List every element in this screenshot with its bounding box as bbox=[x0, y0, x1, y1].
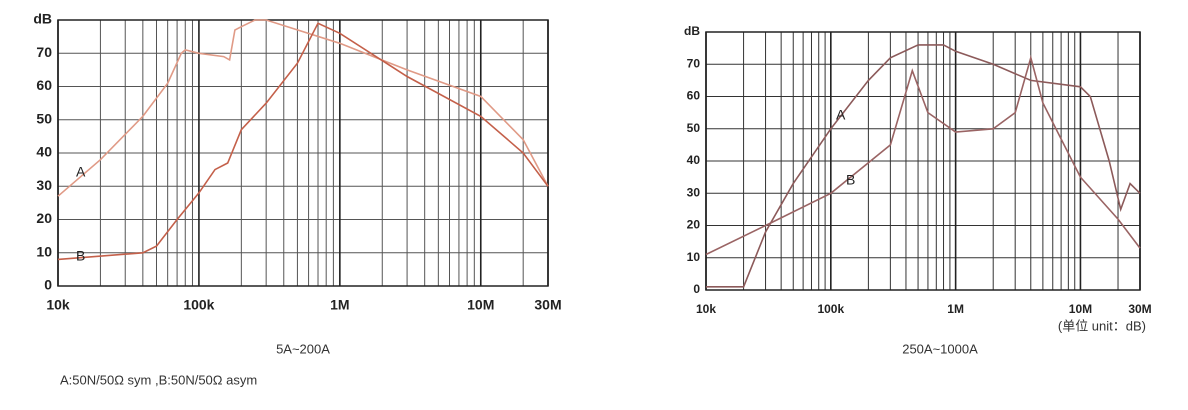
y-tick-label: 10 bbox=[36, 243, 52, 259]
line bbox=[57, 19, 549, 197]
line bbox=[57, 22, 549, 261]
caption: 250A~1000A bbox=[902, 341, 978, 356]
note: A:50N/50Ω sym ,B:50N/50Ω asym bbox=[60, 372, 257, 387]
y-tick-label: 70 bbox=[36, 44, 52, 60]
series-label: B bbox=[846, 172, 855, 188]
x-tick-label: 10M bbox=[1069, 302, 1092, 316]
series-label: B bbox=[76, 248, 85, 264]
y-tick-label: 40 bbox=[36, 144, 52, 160]
y-tick-label: 0 bbox=[693, 282, 700, 296]
y-tick-label: dB bbox=[33, 11, 52, 27]
x-tick-label: 1M bbox=[330, 297, 349, 313]
line bbox=[705, 54, 1141, 256]
y-tick-label: 30 bbox=[687, 185, 701, 199]
x-tick-label: 30M bbox=[1128, 302, 1151, 316]
y-tick-label: 10 bbox=[687, 250, 701, 264]
x-tick-label: 10k bbox=[46, 297, 70, 313]
x-tick-label: 1M bbox=[947, 302, 964, 316]
caption: 5A~200A bbox=[276, 341, 330, 356]
x-tick-label: 30M bbox=[534, 297, 561, 313]
y-tick-label: 30 bbox=[36, 177, 52, 193]
y-tick-label: dB bbox=[684, 24, 700, 38]
y-tick-label: 50 bbox=[36, 110, 52, 126]
plot-frame bbox=[57, 19, 549, 287]
x-tick-label: 10k bbox=[696, 302, 716, 316]
x-tick-label: 100k bbox=[817, 302, 844, 316]
y-tick-label: 20 bbox=[687, 218, 701, 232]
y-tick-label: 60 bbox=[36, 77, 52, 93]
y-tick-label: 50 bbox=[687, 121, 701, 135]
x-tick-label: 100k bbox=[183, 297, 214, 313]
plot-frame bbox=[705, 31, 1141, 291]
series-label: A bbox=[76, 164, 86, 180]
y-tick-label: 20 bbox=[36, 210, 52, 226]
y-tick-label: 0 bbox=[44, 277, 52, 293]
y-tick-label: 60 bbox=[687, 89, 701, 103]
x-tick-label: 10M bbox=[467, 297, 494, 313]
y-tick-label: 40 bbox=[687, 153, 701, 167]
series-label: A bbox=[836, 107, 846, 123]
y-tick-label: 70 bbox=[687, 56, 701, 70]
line bbox=[706, 44, 1141, 288]
unit-note: (单位 unit：dB) bbox=[1058, 318, 1146, 333]
